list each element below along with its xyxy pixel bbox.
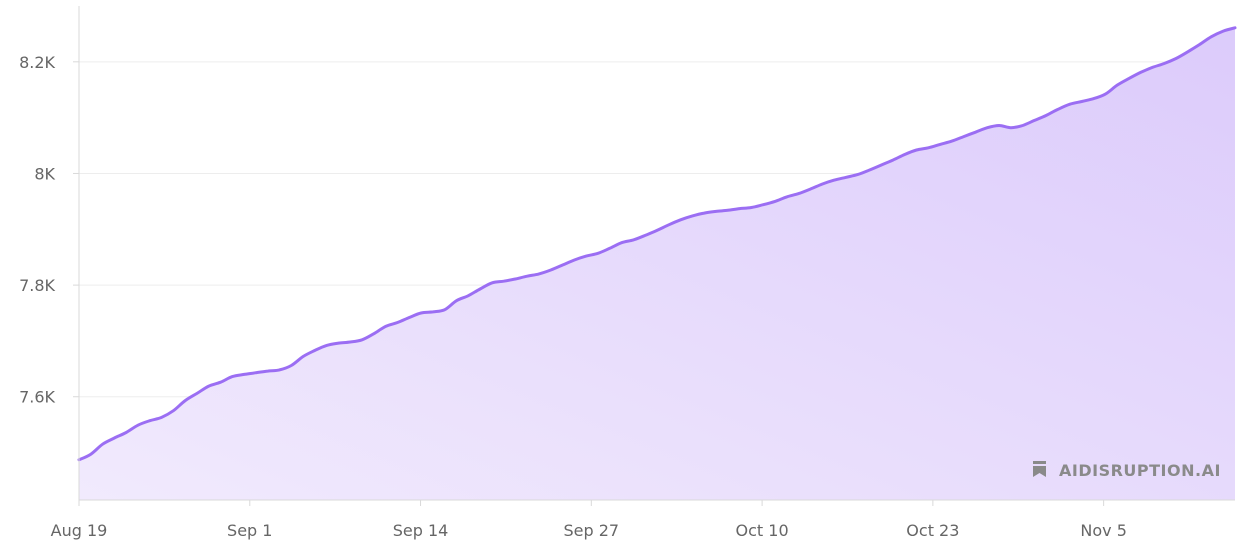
- watermark: AIDISRUPTION.AI: [1033, 461, 1221, 480]
- y-tick-label: 7.6K: [19, 388, 55, 407]
- y-tick-label: 8K: [34, 164, 55, 183]
- x-tick-label: Oct 23: [906, 521, 959, 540]
- x-tick-label: Sep 1: [227, 521, 272, 540]
- y-tick-label: 7.8K: [19, 276, 55, 295]
- x-tick-label: Sep 14: [393, 521, 449, 540]
- watermark-text: AIDISRUPTION.AI: [1059, 461, 1221, 480]
- x-tick-label: Oct 10: [736, 521, 789, 540]
- x-tick-label: Sep 27: [564, 521, 620, 540]
- x-axis: Aug 19 Sep 1 Sep 14 Sep 27 Oct 10 Oct 23 Nov 5: [51, 500, 1127, 540]
- y-tick-label: 8.2K: [19, 53, 55, 72]
- y-axis: 7.6K 7.8K 8K 8.2K: [19, 53, 79, 407]
- bookmark-icon: [1033, 461, 1046, 477]
- series-area-fill: [79, 27, 1235, 501]
- x-tick-label: Aug 19: [51, 521, 108, 540]
- x-tick-label: Nov 5: [1080, 521, 1127, 540]
- series-line: [77, 26, 1237, 462]
